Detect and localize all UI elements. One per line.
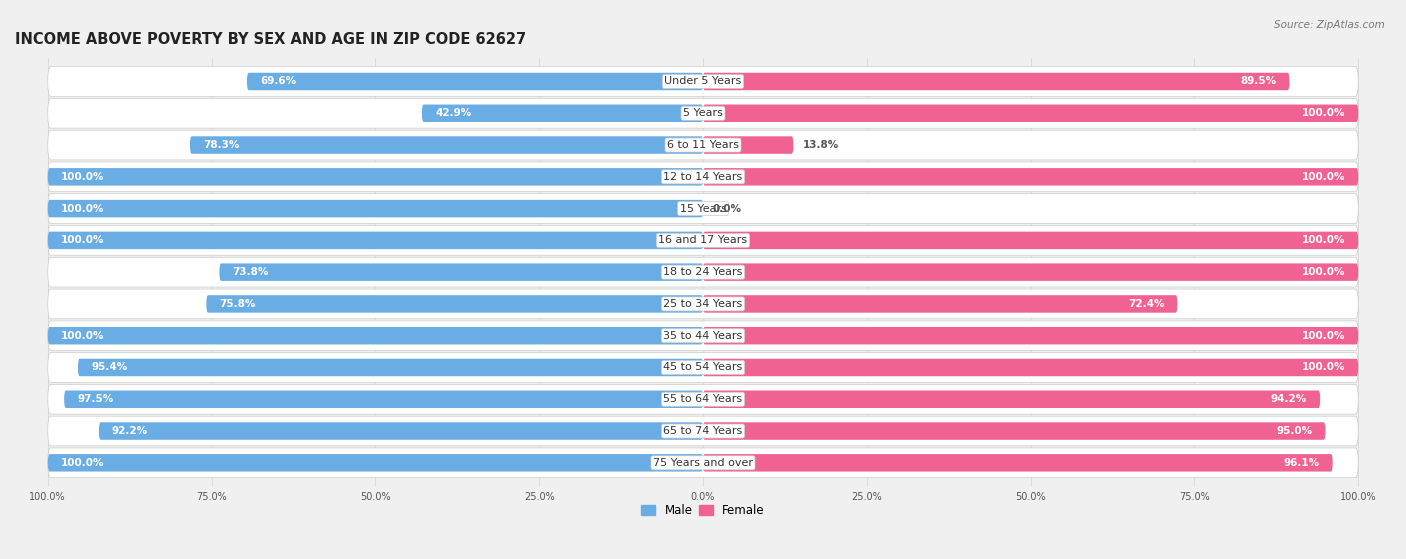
FancyBboxPatch shape (703, 391, 1320, 408)
Text: 100.0%: 100.0% (60, 172, 104, 182)
FancyBboxPatch shape (190, 136, 703, 154)
FancyBboxPatch shape (703, 454, 1333, 472)
FancyBboxPatch shape (48, 231, 703, 249)
Text: 6 to 11 Years: 6 to 11 Years (666, 140, 740, 150)
Text: 55 to 64 Years: 55 to 64 Years (664, 394, 742, 404)
Text: 35 to 44 Years: 35 to 44 Years (664, 331, 742, 340)
Text: 12 to 14 Years: 12 to 14 Years (664, 172, 742, 182)
FancyBboxPatch shape (48, 321, 1358, 350)
Text: 42.9%: 42.9% (434, 108, 471, 119)
Text: 25 to 34 Years: 25 to 34 Years (664, 299, 742, 309)
FancyBboxPatch shape (703, 136, 793, 154)
Legend: Male, Female: Male, Female (637, 499, 769, 522)
Text: 100.0%: 100.0% (60, 331, 104, 340)
FancyBboxPatch shape (219, 263, 703, 281)
Text: 100.0%: 100.0% (1302, 267, 1346, 277)
Text: 69.6%: 69.6% (260, 77, 297, 87)
Text: 73.8%: 73.8% (232, 267, 269, 277)
FancyBboxPatch shape (207, 295, 703, 312)
FancyBboxPatch shape (703, 327, 1358, 344)
Text: 18 to 24 Years: 18 to 24 Years (664, 267, 742, 277)
Text: 100.0%: 100.0% (60, 203, 104, 214)
Text: 16 and 17 Years: 16 and 17 Years (658, 235, 748, 245)
FancyBboxPatch shape (247, 73, 703, 90)
Text: 100.0%: 100.0% (1302, 362, 1346, 372)
Text: 100.0%: 100.0% (60, 458, 104, 468)
FancyBboxPatch shape (65, 391, 703, 408)
Text: 13.8%: 13.8% (803, 140, 839, 150)
FancyBboxPatch shape (48, 225, 1358, 255)
FancyBboxPatch shape (77, 359, 703, 376)
FancyBboxPatch shape (703, 231, 1358, 249)
Text: 95.4%: 95.4% (91, 362, 128, 372)
FancyBboxPatch shape (48, 448, 1358, 478)
Text: 97.5%: 97.5% (77, 394, 114, 404)
FancyBboxPatch shape (703, 422, 1326, 440)
Text: 100.0%: 100.0% (1302, 331, 1346, 340)
Text: 5 Years: 5 Years (683, 108, 723, 119)
Text: Source: ZipAtlas.com: Source: ZipAtlas.com (1274, 20, 1385, 30)
Text: 15 Years: 15 Years (679, 203, 727, 214)
FancyBboxPatch shape (98, 422, 703, 440)
FancyBboxPatch shape (48, 162, 1358, 192)
Text: 65 to 74 Years: 65 to 74 Years (664, 426, 742, 436)
Text: INCOME ABOVE POVERTY BY SEX AND AGE IN ZIP CODE 62627: INCOME ABOVE POVERTY BY SEX AND AGE IN Z… (15, 32, 526, 47)
Text: 0.0%: 0.0% (713, 203, 742, 214)
FancyBboxPatch shape (48, 200, 703, 217)
Text: 96.1%: 96.1% (1284, 458, 1320, 468)
FancyBboxPatch shape (48, 289, 1358, 319)
Text: 100.0%: 100.0% (60, 235, 104, 245)
Text: 94.2%: 94.2% (1271, 394, 1308, 404)
Text: 100.0%: 100.0% (1302, 172, 1346, 182)
FancyBboxPatch shape (48, 98, 1358, 128)
Text: 89.5%: 89.5% (1240, 77, 1277, 87)
FancyBboxPatch shape (48, 416, 1358, 446)
Text: 75 Years and over: 75 Years and over (652, 458, 754, 468)
FancyBboxPatch shape (48, 327, 703, 344)
FancyBboxPatch shape (703, 105, 1358, 122)
Text: 75.8%: 75.8% (219, 299, 256, 309)
FancyBboxPatch shape (48, 353, 1358, 382)
Text: 45 to 54 Years: 45 to 54 Years (664, 362, 742, 372)
Text: Under 5 Years: Under 5 Years (665, 77, 741, 87)
FancyBboxPatch shape (48, 168, 703, 186)
Text: 78.3%: 78.3% (202, 140, 239, 150)
Text: 100.0%: 100.0% (1302, 235, 1346, 245)
FancyBboxPatch shape (703, 263, 1358, 281)
Text: 92.2%: 92.2% (112, 426, 148, 436)
FancyBboxPatch shape (48, 130, 1358, 160)
FancyBboxPatch shape (48, 67, 1358, 96)
FancyBboxPatch shape (48, 385, 1358, 414)
FancyBboxPatch shape (703, 168, 1358, 186)
FancyBboxPatch shape (703, 359, 1358, 376)
FancyBboxPatch shape (703, 295, 1177, 312)
FancyBboxPatch shape (422, 105, 703, 122)
Text: 100.0%: 100.0% (1302, 108, 1346, 119)
FancyBboxPatch shape (48, 257, 1358, 287)
FancyBboxPatch shape (48, 454, 703, 472)
Text: 72.4%: 72.4% (1128, 299, 1164, 309)
FancyBboxPatch shape (703, 73, 1289, 90)
Text: 95.0%: 95.0% (1277, 426, 1312, 436)
FancyBboxPatch shape (48, 194, 1358, 224)
